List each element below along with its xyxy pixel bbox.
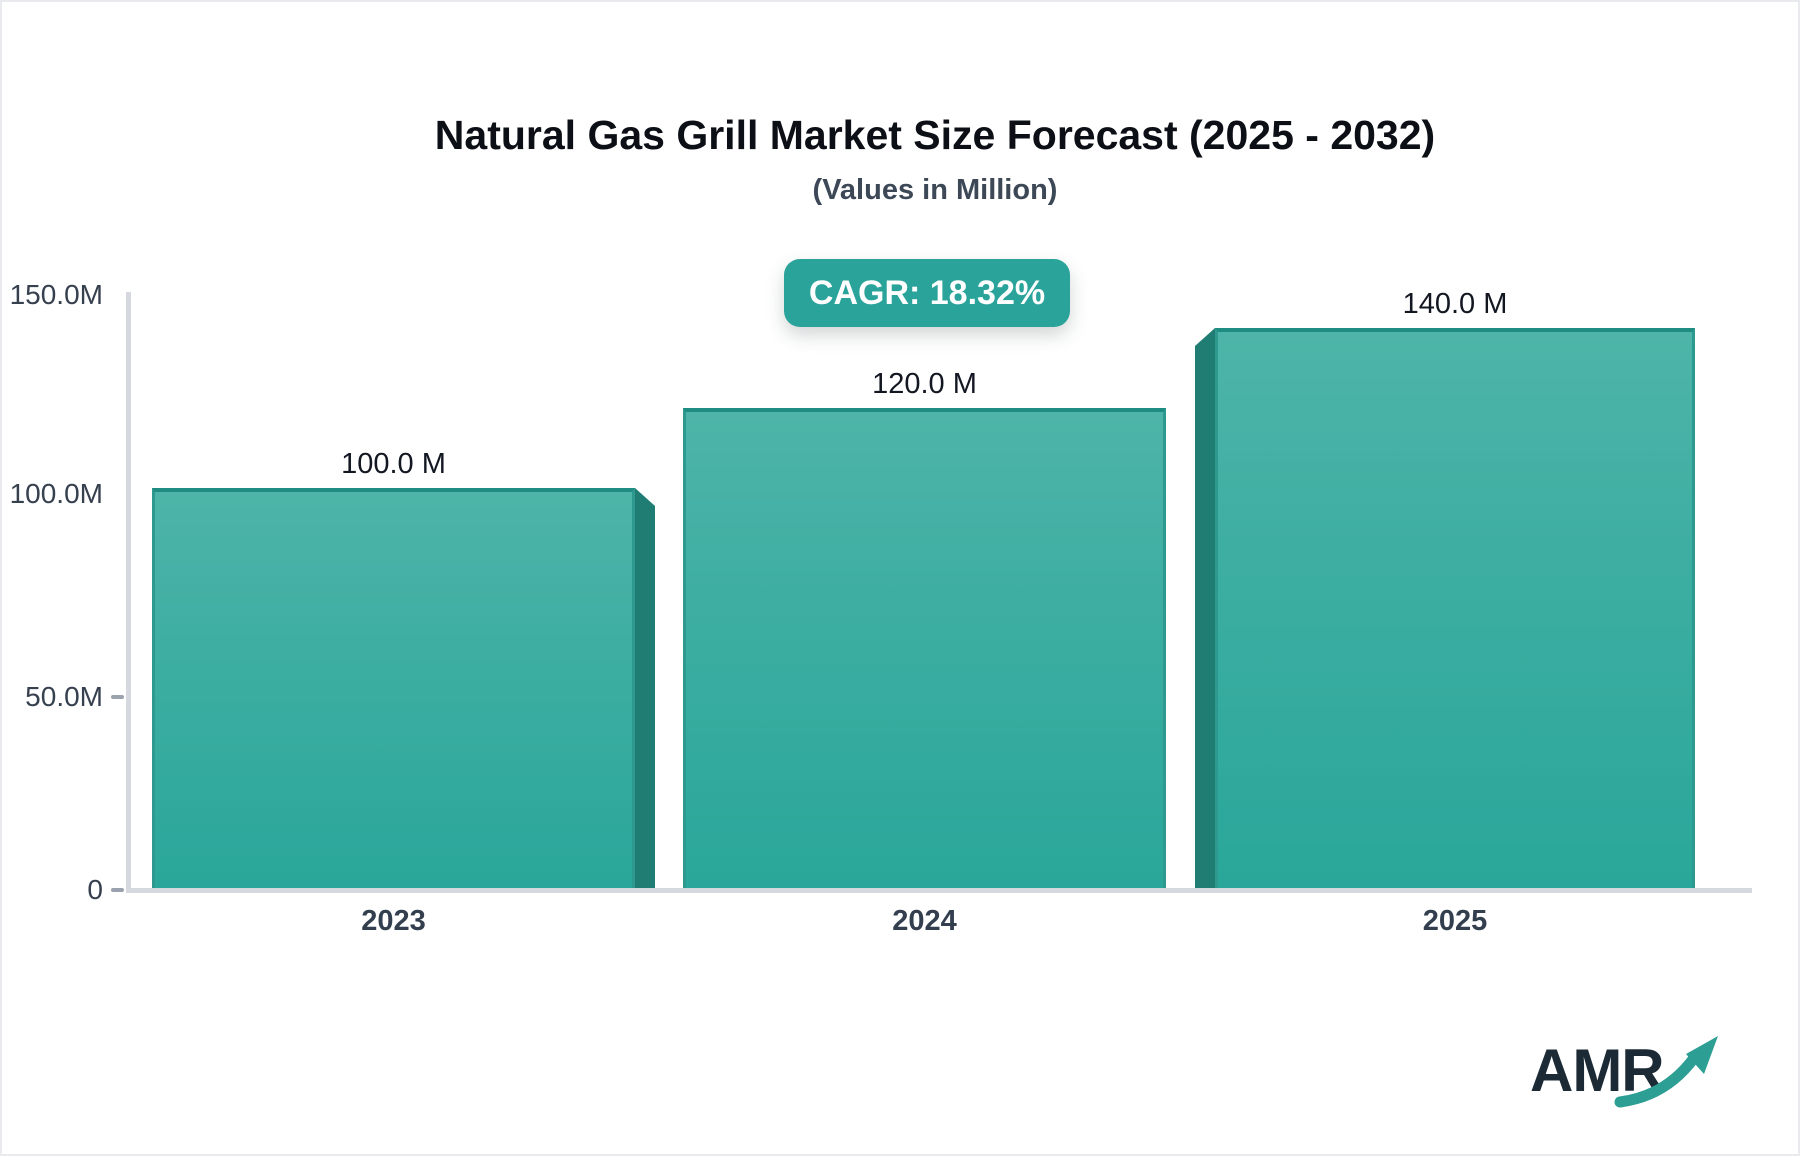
y-axis-tick-mark	[111, 888, 124, 892]
chart-subtitle: (Values in Million)	[812, 174, 1058, 206]
y-axis-tick-label: 150.0M	[9, 279, 103, 310]
bar-value-label: 120.0 M	[872, 368, 977, 400]
x-axis-label-2024: 2024	[892, 905, 957, 937]
y-axis-tick-100.0M: 100.0M	[2, 478, 124, 509]
cagr-badge: CAGR: 18.32%	[784, 259, 1070, 327]
x-axis-label-2023: 2023	[361, 905, 426, 937]
bar-2025	[1195, 328, 1695, 888]
bar-2024	[683, 408, 1166, 888]
bar-face	[1215, 328, 1695, 888]
bar-3d-side	[1195, 328, 1215, 888]
growth-arrow-icon	[1614, 1036, 1718, 1108]
y-axis-tick-0: 0	[2, 874, 124, 905]
y-axis-tick-label: 50.0M	[25, 681, 103, 712]
cagr-badge-label: CAGR: 18.32%	[808, 273, 1046, 312]
chart-title: Natural Gas Grill Market Size Forecast (…	[434, 112, 1436, 158]
y-axis-line	[126, 292, 131, 892]
bar-face	[683, 408, 1166, 888]
y-axis-tick-label: 100.0M	[9, 478, 103, 509]
y-axis-tick-label: 0	[87, 874, 103, 905]
amr-logo: AMR	[1530, 1032, 1740, 1112]
bar-3d-side	[635, 488, 655, 888]
bar-value-label: 140.0 M	[1402, 288, 1508, 320]
x-axis-label-2025: 2025	[1422, 905, 1488, 937]
x-axis-line	[126, 888, 1752, 893]
y-axis-tick-150.0M: 150.0M	[2, 279, 124, 310]
bar-2023	[152, 488, 655, 888]
bar-face	[152, 488, 635, 888]
y-axis-tick-50.0M: 50.0M	[2, 681, 124, 712]
bar-value-label: 100.0 M	[341, 448, 446, 480]
y-axis-tick-mark	[111, 695, 124, 699]
